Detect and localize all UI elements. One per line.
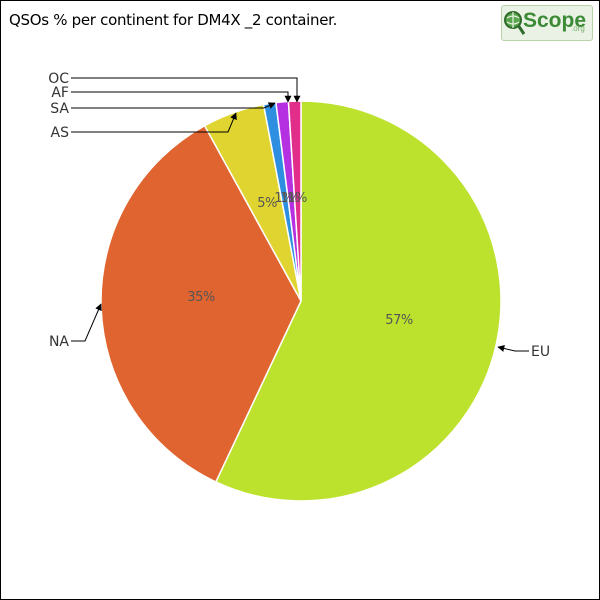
leader-line-sa: [71, 102, 276, 109]
percent-label-na: 35%: [187, 290, 215, 305]
chart-title: QSOs % per continent for DM4X _2 contain…: [9, 11, 338, 29]
continent-label-oc: OC: [48, 71, 69, 87]
leader-line-af: [71, 91, 292, 103]
leader-line-na: [71, 303, 102, 342]
continent-label-sa: SA: [50, 101, 69, 117]
percent-label-sa: 1%: [274, 191, 294, 206]
continent-label-as: AS: [51, 125, 70, 141]
percent-label-eu: 57%: [385, 313, 413, 328]
logo-suffix: .org: [571, 24, 585, 33]
leader-line-oc: [71, 77, 301, 103]
logo-text: Scope: [523, 9, 587, 32]
magnifier-globe-icon: [504, 11, 525, 35]
percent-label-as: 5%: [257, 196, 277, 211]
continent-label-na: NA: [49, 334, 69, 350]
qscope-logo[interactable]: Scope .org: [501, 5, 593, 41]
continent-label-af: AF: [51, 85, 69, 101]
pie-slice-eu[interactable]: [214, 100, 502, 502]
continent-label-eu: EU: [531, 344, 550, 360]
percent-label-oc: 1%: [287, 191, 307, 206]
leader-line-eu: [497, 345, 529, 352]
percent-label-af: 1%: [280, 191, 300, 206]
leader-line-as: [71, 112, 237, 133]
